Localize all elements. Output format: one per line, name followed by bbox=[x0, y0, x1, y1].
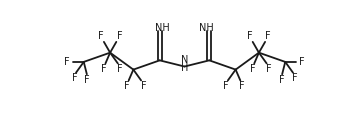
Text: F: F bbox=[265, 32, 271, 42]
Text: F: F bbox=[141, 81, 146, 91]
Text: F: F bbox=[292, 73, 297, 83]
Text: F: F bbox=[250, 64, 256, 74]
Text: F: F bbox=[266, 64, 272, 74]
Text: F: F bbox=[239, 81, 245, 91]
Text: F: F bbox=[247, 32, 252, 42]
Text: F: F bbox=[300, 57, 305, 67]
Text: F: F bbox=[101, 64, 107, 74]
Text: F: F bbox=[98, 32, 104, 42]
Text: F: F bbox=[279, 75, 285, 85]
Text: F: F bbox=[64, 57, 69, 67]
Text: N: N bbox=[181, 55, 188, 65]
Text: F: F bbox=[117, 64, 123, 74]
Text: F: F bbox=[117, 32, 122, 42]
Text: NH: NH bbox=[199, 23, 213, 33]
Text: F: F bbox=[223, 81, 228, 91]
Text: H: H bbox=[181, 63, 188, 73]
Text: F: F bbox=[124, 81, 130, 91]
Text: F: F bbox=[72, 73, 77, 83]
Text: NH: NH bbox=[156, 23, 170, 33]
Text: F: F bbox=[84, 75, 90, 85]
